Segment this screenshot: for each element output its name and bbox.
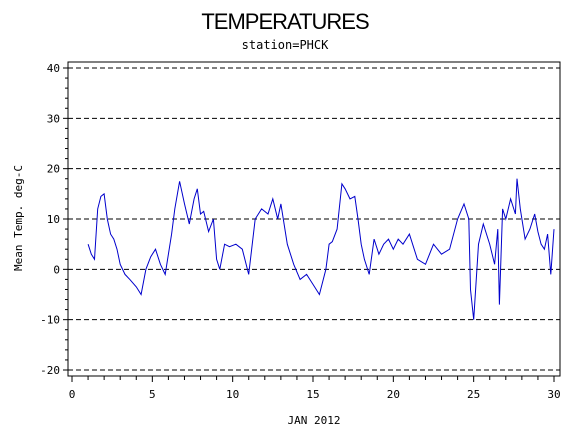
y-tick-label: 30 — [47, 112, 60, 125]
x-tick-label: 5 — [149, 388, 156, 401]
x-tick-label: 0 — [69, 388, 76, 401]
x-tick-label: 10 — [226, 388, 239, 401]
x-tick-label: 30 — [547, 388, 560, 401]
series-line — [87, 178, 555, 320]
x-tick-label: 25 — [467, 388, 480, 401]
y-tick-label: -10 — [40, 314, 60, 327]
chart-subtitle: station=PHCK — [242, 38, 329, 52]
y-axis-label: Mean Temp. deg-C — [12, 165, 25, 271]
grid-layer — [68, 67, 560, 371]
y-tick-label: 40 — [47, 62, 60, 75]
y-tick-label: 10 — [47, 213, 60, 226]
x-tick-label: 15 — [306, 388, 319, 401]
x-axis: 0 5 10 15 20 25 30 — [69, 376, 561, 401]
x-tick-label: 20 — [387, 388, 400, 401]
y-tick-label: -20 — [40, 364, 60, 377]
x-axis-label: JAN 2012 — [288, 414, 341, 427]
y-axis: -20 -10 0 10 20 30 40 — [40, 62, 68, 377]
y-tick-label: 0 — [53, 263, 60, 276]
series-layer — [87, 178, 555, 320]
chart-title: TEMPERATURES — [201, 9, 369, 34]
y-tick-label: 20 — [47, 163, 60, 176]
